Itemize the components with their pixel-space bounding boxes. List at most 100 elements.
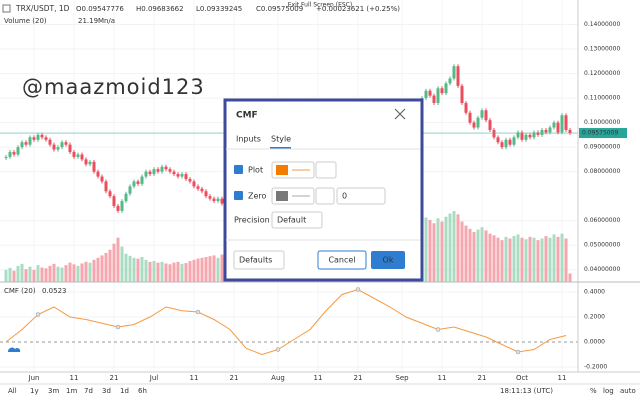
candle-body <box>144 171 148 177</box>
volume-value: 21.19M <box>78 17 104 25</box>
ohlc-close: C0.09575009 <box>256 5 303 13</box>
zero-checkbox[interactable] <box>234 191 243 200</box>
auto-toggle[interactable]: auto <box>620 387 636 395</box>
ohlc-open: O0.09547776 <box>76 5 124 13</box>
tab-style[interactable]: Style <box>271 135 291 144</box>
volume-bar <box>160 261 164 282</box>
cmf-marker <box>355 287 361 292</box>
volume-bar <box>8 267 12 282</box>
volume-bar <box>424 217 428 282</box>
range-button[interactable]: 1y <box>30 387 39 395</box>
candle-body <box>564 115 568 130</box>
zero-input[interactable] <box>336 187 386 205</box>
time-tick-label: 21 <box>110 374 119 382</box>
volume-bar <box>496 237 500 282</box>
time-tick-label: Aug <box>271 374 285 382</box>
cmf-title: CMF (20) <box>4 287 36 295</box>
zero-value[interactable]: 0 <box>342 192 347 201</box>
range-button[interactable]: 7d <box>84 387 93 395</box>
volume-bar <box>492 235 496 282</box>
defaults-button[interactable] <box>233 250 285 270</box>
log-toggle[interactable]: log <box>603 387 614 395</box>
candle-body <box>428 90 432 96</box>
volume-bar <box>548 237 552 282</box>
volume-bar <box>168 264 172 282</box>
volume-bar <box>428 219 432 282</box>
candle-body <box>536 132 540 135</box>
cancel-label: Cancel <box>328 256 355 265</box>
cancel-button[interactable] <box>317 250 367 270</box>
candle-body <box>24 142 28 145</box>
candle-body <box>104 181 108 192</box>
candle-body <box>500 142 504 148</box>
volume-bar <box>92 259 96 282</box>
volume-bar <box>100 255 104 282</box>
precision-value[interactable]: Default <box>277 216 306 225</box>
dialog-title: CMF <box>236 111 258 121</box>
volume-bar <box>20 263 24 282</box>
candle-body <box>92 161 96 172</box>
ok-button[interactable] <box>371 251 405 269</box>
volume-bar <box>564 238 568 282</box>
volume-bar <box>56 266 60 282</box>
plot-swatch <box>276 165 288 175</box>
volume-bar <box>444 216 448 282</box>
range-button[interactable]: 3d <box>102 387 111 395</box>
candle-body <box>560 115 564 133</box>
candle-body <box>460 85 464 103</box>
candle-body <box>532 132 536 138</box>
precision-select[interactable] <box>271 211 323 229</box>
candle-body <box>128 186 132 194</box>
volume-bar <box>60 267 64 282</box>
candle-body <box>492 129 496 138</box>
cmf-marker <box>115 324 121 330</box>
candle-body <box>212 198 216 202</box>
candle-body <box>468 112 472 123</box>
candle-body <box>516 132 520 138</box>
candle-body <box>204 191 208 197</box>
volume-bar <box>80 263 84 282</box>
candle-body <box>172 171 176 175</box>
volume-bar <box>192 259 196 282</box>
volume-bar <box>68 262 72 282</box>
time-tick-label: Sep <box>395 374 409 382</box>
volume-bar <box>524 239 528 282</box>
range-button[interactable]: 6h <box>138 387 147 395</box>
range-button[interactable]: 3m <box>48 387 59 395</box>
plot-style[interactable] <box>315 161 337 179</box>
candle-body <box>432 95 436 103</box>
volume-bar <box>44 268 48 282</box>
zero-style[interactable] <box>315 187 335 205</box>
range-button[interactable]: All <box>8 387 17 395</box>
volume-bar <box>220 254 224 282</box>
candle-body <box>112 196 116 206</box>
plot-checkbox[interactable] <box>234 165 243 174</box>
volume-bar <box>560 233 564 282</box>
cmf-tick-label: 0.2000 <box>584 314 605 321</box>
defaults-label: Defaults <box>239 256 272 265</box>
candle-body <box>140 176 144 184</box>
candle-body <box>156 169 160 172</box>
range-button[interactable]: 1m <box>66 387 77 395</box>
range-button[interactable]: 1d <box>120 387 129 395</box>
volume-bar <box>84 261 88 282</box>
volume-bar <box>544 236 548 282</box>
candle-body <box>84 159 88 165</box>
volume-bar <box>196 258 200 282</box>
volume-bar <box>16 265 20 282</box>
percent-toggle[interactable]: % <box>590 387 597 395</box>
volume-bar <box>148 261 152 282</box>
tab-inputs[interactable]: Inputs <box>236 135 261 144</box>
candle-body <box>520 132 524 140</box>
cmf-marker <box>515 349 521 355</box>
plot-label: Plot <box>248 166 263 175</box>
volume-bar <box>128 255 132 282</box>
candle-body <box>164 166 168 170</box>
volume-bar <box>216 257 220 282</box>
cmf-marker <box>35 312 41 317</box>
candle-body <box>116 205 120 211</box>
candle-body <box>120 201 124 211</box>
close-button[interactable] <box>394 108 406 120</box>
cloud-icon[interactable] <box>7 347 21 352</box>
volume-bar <box>180 263 184 282</box>
